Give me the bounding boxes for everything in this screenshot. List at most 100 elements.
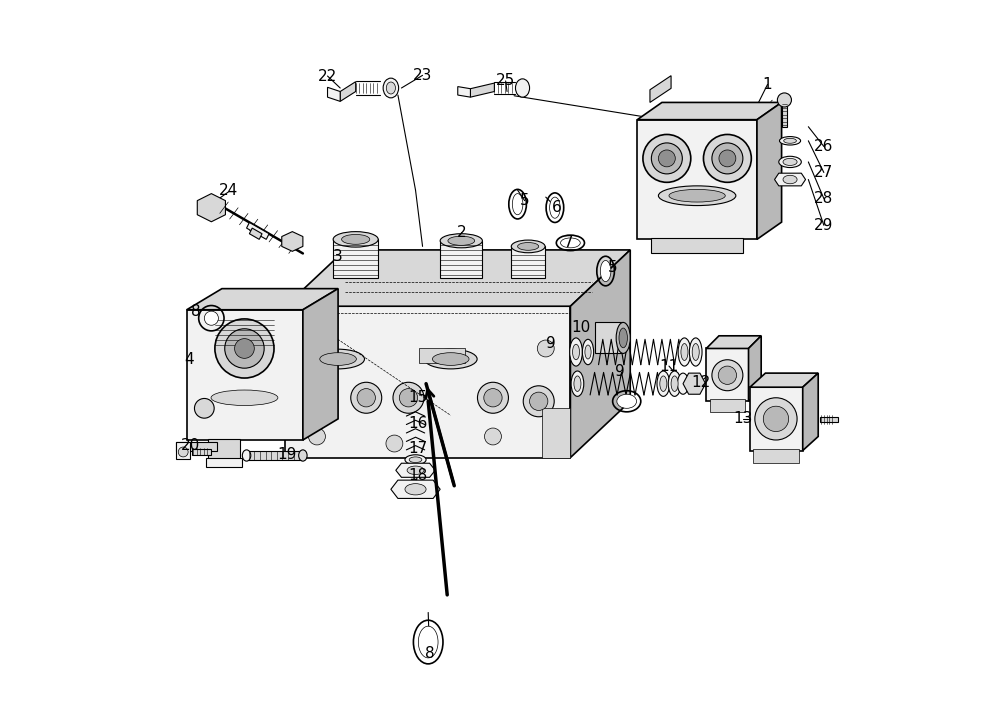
Text: 13: 13 bbox=[733, 411, 753, 427]
Ellipse shape bbox=[561, 238, 580, 248]
Polygon shape bbox=[749, 336, 761, 401]
Text: 18: 18 bbox=[408, 467, 427, 483]
Polygon shape bbox=[542, 408, 570, 458]
Polygon shape bbox=[303, 289, 338, 440]
Circle shape bbox=[235, 339, 254, 358]
Ellipse shape bbox=[448, 236, 475, 245]
Ellipse shape bbox=[600, 260, 611, 282]
Polygon shape bbox=[750, 373, 818, 387]
Ellipse shape bbox=[671, 376, 678, 391]
Ellipse shape bbox=[660, 376, 667, 391]
Polygon shape bbox=[511, 246, 545, 278]
Text: 20: 20 bbox=[181, 438, 200, 453]
Ellipse shape bbox=[342, 234, 370, 244]
Ellipse shape bbox=[783, 175, 797, 184]
Polygon shape bbox=[637, 102, 782, 120]
Ellipse shape bbox=[668, 371, 681, 396]
Text: 17: 17 bbox=[408, 441, 427, 456]
Text: 10: 10 bbox=[571, 320, 591, 335]
Text: 22: 22 bbox=[318, 68, 337, 84]
Polygon shape bbox=[637, 120, 757, 239]
Ellipse shape bbox=[784, 138, 796, 144]
Text: 8: 8 bbox=[425, 646, 434, 661]
Bar bbox=[192, 449, 211, 455]
Text: 24: 24 bbox=[219, 182, 239, 198]
Ellipse shape bbox=[418, 627, 438, 658]
Ellipse shape bbox=[617, 394, 637, 408]
Text: 3: 3 bbox=[333, 249, 343, 265]
Circle shape bbox=[643, 134, 691, 182]
Polygon shape bbox=[187, 289, 338, 310]
Circle shape bbox=[204, 311, 218, 325]
Ellipse shape bbox=[299, 450, 307, 461]
Polygon shape bbox=[247, 222, 269, 239]
Ellipse shape bbox=[432, 353, 469, 365]
Polygon shape bbox=[683, 373, 706, 394]
Text: 8: 8 bbox=[191, 303, 201, 319]
Text: 19: 19 bbox=[278, 446, 297, 462]
Polygon shape bbox=[176, 442, 217, 451]
Ellipse shape bbox=[211, 390, 278, 406]
Polygon shape bbox=[757, 102, 782, 239]
Polygon shape bbox=[333, 239, 378, 278]
Bar bbox=[208, 439, 240, 460]
Ellipse shape bbox=[689, 338, 702, 366]
Circle shape bbox=[393, 382, 424, 413]
Ellipse shape bbox=[585, 345, 591, 359]
Ellipse shape bbox=[657, 371, 670, 396]
Text: 28: 28 bbox=[814, 191, 833, 206]
Text: 7: 7 bbox=[564, 235, 574, 251]
Ellipse shape bbox=[405, 484, 426, 495]
Polygon shape bbox=[187, 310, 303, 440]
Text: 11: 11 bbox=[659, 358, 679, 374]
Bar bbox=[247, 451, 303, 460]
Ellipse shape bbox=[678, 338, 691, 366]
Ellipse shape bbox=[779, 137, 801, 145]
Circle shape bbox=[399, 389, 418, 407]
Bar bbox=[820, 417, 838, 422]
Polygon shape bbox=[570, 250, 630, 458]
Circle shape bbox=[537, 340, 554, 357]
Text: 15: 15 bbox=[408, 390, 427, 406]
Ellipse shape bbox=[779, 156, 801, 168]
Ellipse shape bbox=[511, 240, 545, 253]
Bar bbox=[753, 449, 799, 463]
Ellipse shape bbox=[409, 457, 422, 463]
Ellipse shape bbox=[515, 79, 530, 97]
Circle shape bbox=[386, 435, 403, 452]
Circle shape bbox=[178, 447, 188, 457]
Ellipse shape bbox=[440, 234, 482, 248]
Circle shape bbox=[755, 398, 797, 440]
Polygon shape bbox=[328, 87, 340, 101]
Ellipse shape bbox=[320, 353, 356, 365]
Text: 29: 29 bbox=[814, 218, 834, 233]
Text: 27: 27 bbox=[814, 165, 833, 180]
Ellipse shape bbox=[407, 466, 424, 474]
Text: 5: 5 bbox=[520, 193, 529, 208]
Ellipse shape bbox=[550, 197, 560, 218]
Circle shape bbox=[477, 382, 508, 413]
Ellipse shape bbox=[573, 344, 580, 360]
Text: 2: 2 bbox=[456, 225, 466, 240]
Text: 23: 23 bbox=[413, 68, 432, 83]
Ellipse shape bbox=[571, 371, 584, 396]
Circle shape bbox=[351, 382, 382, 413]
Polygon shape bbox=[340, 82, 356, 101]
Ellipse shape bbox=[405, 455, 426, 465]
Polygon shape bbox=[706, 336, 761, 348]
Circle shape bbox=[718, 366, 737, 384]
Text: 6: 6 bbox=[551, 200, 561, 215]
Polygon shape bbox=[803, 373, 818, 451]
Polygon shape bbox=[396, 463, 435, 477]
Text: 25: 25 bbox=[496, 73, 515, 89]
Ellipse shape bbox=[658, 186, 736, 206]
Polygon shape bbox=[176, 442, 190, 459]
Polygon shape bbox=[197, 194, 225, 222]
Circle shape bbox=[712, 143, 743, 174]
Text: 9: 9 bbox=[546, 336, 556, 351]
Polygon shape bbox=[440, 241, 482, 278]
Polygon shape bbox=[706, 348, 749, 401]
Ellipse shape bbox=[619, 328, 627, 348]
Circle shape bbox=[225, 329, 264, 368]
Text: 5: 5 bbox=[608, 260, 617, 275]
